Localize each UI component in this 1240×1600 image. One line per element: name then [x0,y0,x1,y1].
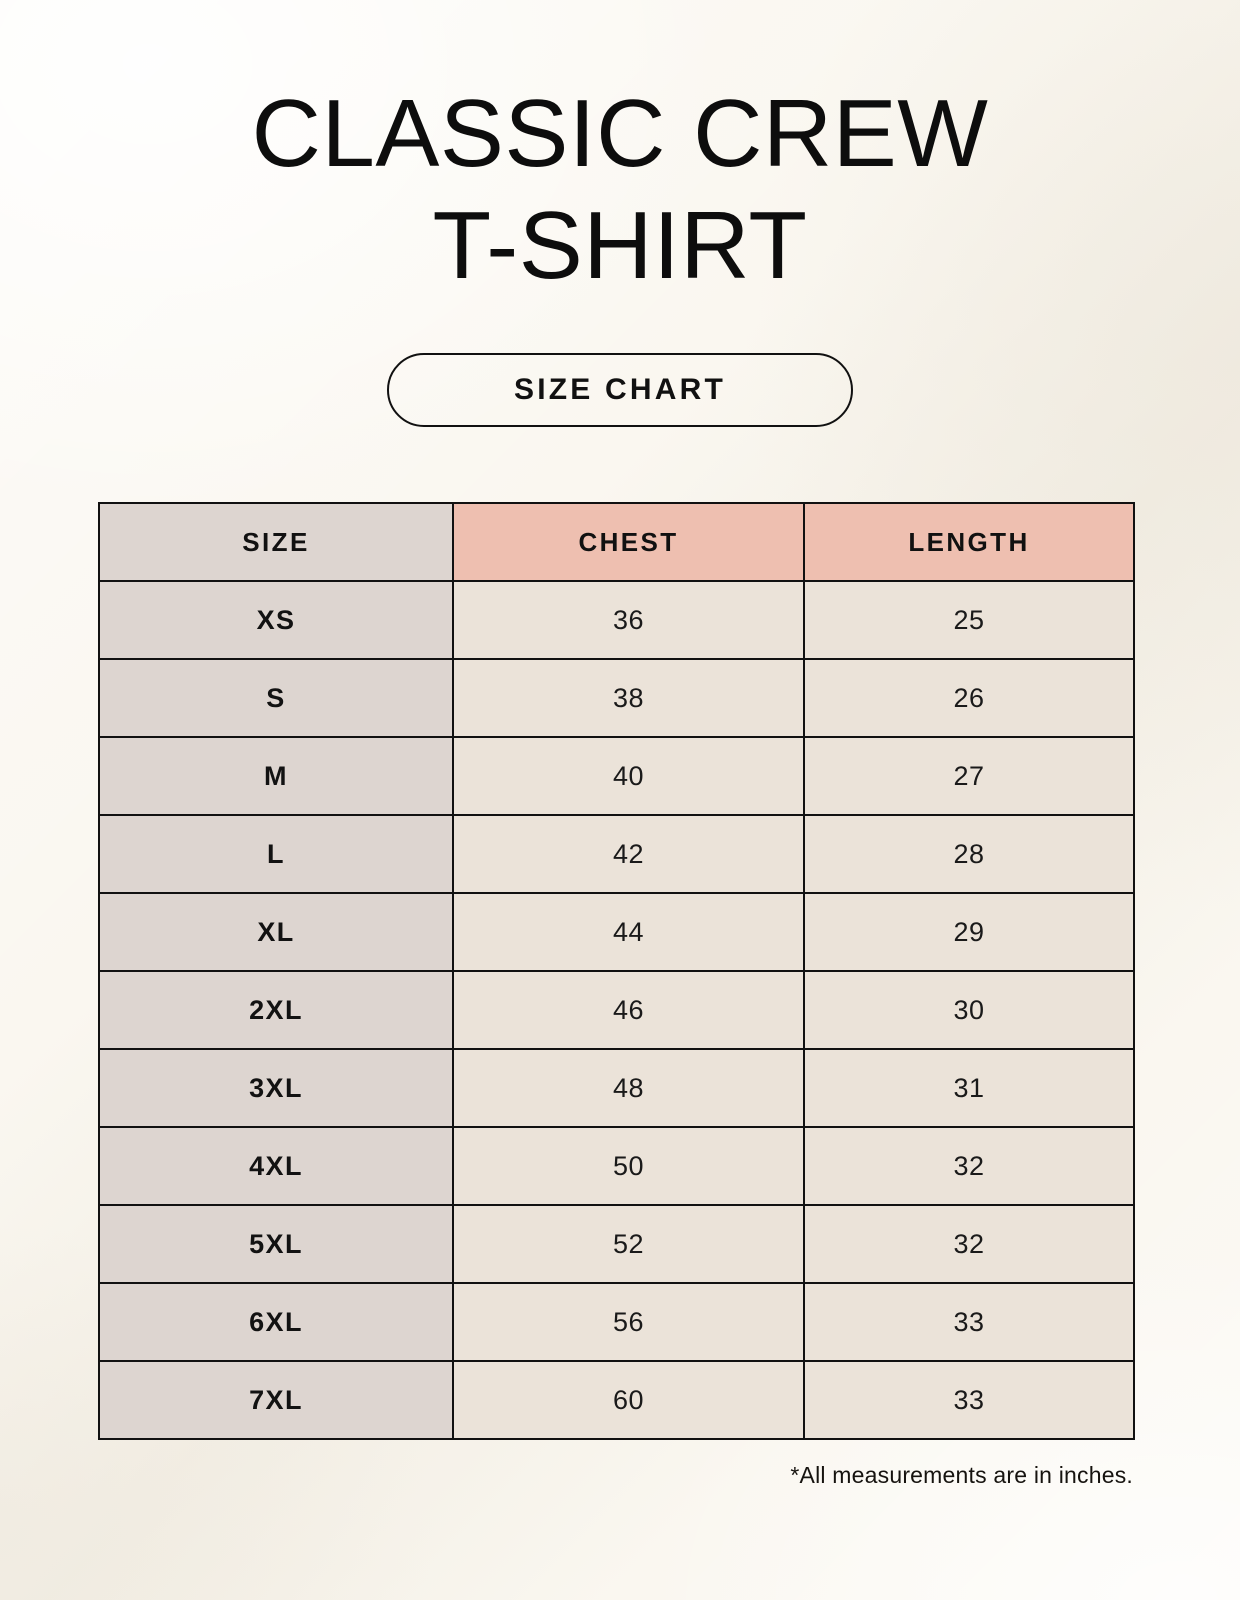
table-row: 5XL 52 32 [98,1204,1135,1284]
table-row: 7XL 60 33 [98,1360,1135,1440]
cell-chest: 52 [452,1204,805,1284]
table-body: XS 36 25 S 38 26 M 40 27 L 42 28 XL 44 29 2XL 46 30 3XL 48 3… [98,580,1135,1440]
table-row: XL 44 29 [98,892,1135,972]
table-header-row: SIZE CHEST LENGTH [98,502,1135,582]
cell-length: 30 [803,970,1135,1050]
page-title: CLASSIC CREW T-SHIRT [0,86,1240,294]
table-row: XS 36 25 [98,580,1135,660]
cell-length: 28 [803,814,1135,894]
cell-size: 5XL [98,1204,454,1284]
cell-length: 25 [803,580,1135,660]
cell-size: 3XL [98,1048,454,1128]
cell-chest: 56 [452,1282,805,1362]
cell-size: S [98,658,454,738]
cell-chest: 60 [452,1360,805,1440]
cell-length: 29 [803,892,1135,972]
cell-length: 31 [803,1048,1135,1128]
cell-size: XS [98,580,454,660]
cell-length: 33 [803,1282,1135,1362]
size-chart-badge-container: SIZE CHART [0,353,1240,427]
cell-length: 33 [803,1360,1135,1440]
size-chart-table-container: SIZE CHEST LENGTH XS 36 25 S 38 26 M 40 27 L 42 28 X… [98,502,1135,1440]
cell-size: M [98,736,454,816]
cell-size: 4XL [98,1126,454,1206]
measurements-footnote: *All measurements are in inches. [790,1462,1133,1488]
cell-size: L [98,814,454,894]
cell-chest: 42 [452,814,805,894]
size-chart-badge: SIZE CHART [387,353,853,427]
table-row: 3XL 48 31 [98,1048,1135,1128]
cell-size: 6XL [98,1282,454,1362]
cell-chest: 36 [452,580,805,660]
table-row: M 40 27 [98,736,1135,816]
cell-size: 2XL [98,970,454,1050]
cell-length: 26 [803,658,1135,738]
size-chart-table: SIZE CHEST LENGTH XS 36 25 S 38 26 M 40 27 L 42 28 X… [98,502,1135,1440]
table-header: SIZE CHEST LENGTH [98,502,1135,582]
table-row: S 38 26 [98,658,1135,738]
cell-chest: 38 [452,658,805,738]
table-row: L 42 28 [98,814,1135,894]
table-row: 2XL 46 30 [98,970,1135,1050]
page-title-line-2: T-SHIRT [432,192,808,299]
column-header-size: SIZE [98,502,454,582]
table-row: 4XL 50 32 [98,1126,1135,1206]
cell-chest: 44 [452,892,805,972]
cell-size: XL [98,892,454,972]
cell-chest: 48 [452,1048,805,1128]
cell-length: 32 [803,1126,1135,1206]
table-row: 6XL 56 33 [98,1282,1135,1362]
cell-chest: 50 [452,1126,805,1206]
page-title-line-1: CLASSIC CREW [251,80,989,187]
column-header-chest: CHEST [452,502,805,582]
cell-length: 32 [803,1204,1135,1284]
column-header-length: LENGTH [803,502,1135,582]
cell-chest: 40 [452,736,805,816]
cell-length: 27 [803,736,1135,816]
cell-size: 7XL [98,1360,454,1440]
cell-chest: 46 [452,970,805,1050]
